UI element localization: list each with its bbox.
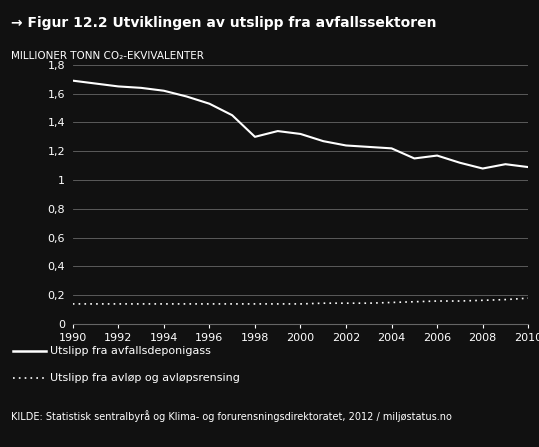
Text: Utslipp fra avløp og avløpsrensing: Utslipp fra avløp og avløpsrensing <box>50 373 240 383</box>
Text: MILLIONER TONN CO₂-EKVIVALENTER: MILLIONER TONN CO₂-EKVIVALENTER <box>11 51 204 61</box>
Text: → Figur 12.2 Utviklingen av utslipp fra avfallssektoren: → Figur 12.2 Utviklingen av utslipp fra … <box>11 16 436 30</box>
Text: KILDE: Statistisk sentralbyrå og Klima- og forurensningsdirektoratet, 2012 / mil: KILDE: Statistisk sentralbyrå og Klima- … <box>11 410 452 422</box>
Text: Utslipp fra avfallsdeponigass: Utslipp fra avfallsdeponigass <box>50 346 211 356</box>
